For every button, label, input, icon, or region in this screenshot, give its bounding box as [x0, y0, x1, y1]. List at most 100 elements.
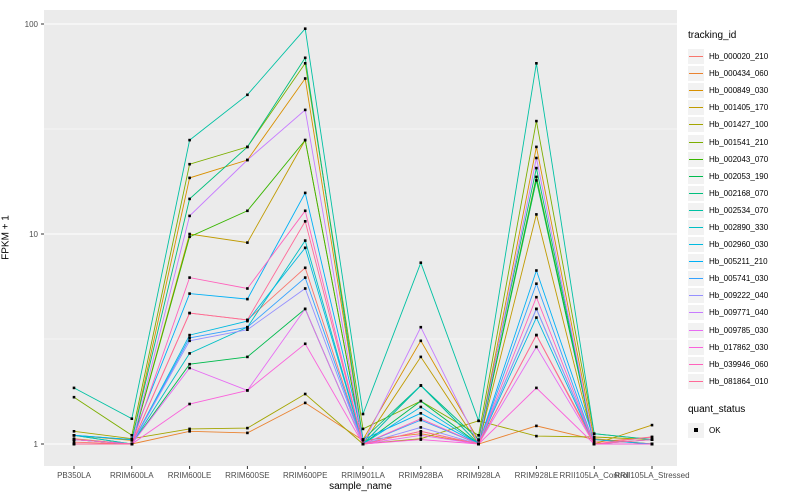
legend-color-line-icon: [689, 329, 703, 331]
data-point: [72, 438, 76, 441]
legend-key-swatch: [688, 339, 704, 355]
legend-item-Hb_000020_210: Hb_000020_210: [688, 48, 798, 65]
data-point: [535, 175, 538, 179]
legend-item-Hb_039946_060: Hb_039946_060: [688, 356, 798, 373]
data-point: [188, 138, 191, 142]
legend-key-swatch: [688, 322, 704, 338]
data-point: [246, 389, 249, 392]
legend-item-Hb_005211_210: Hb_005211_210: [688, 253, 798, 270]
x-tick-label: PB350LA: [57, 471, 91, 480]
data-point: [188, 366, 191, 370]
data-point: [303, 27, 307, 30]
data-point: [419, 384, 423, 387]
data-point: [188, 339, 191, 343]
y-tick-label: 100: [25, 20, 39, 29]
x-tick-label: RRIM600LA: [110, 471, 154, 480]
data-point: [361, 427, 365, 431]
legend-key-swatch: [688, 219, 704, 235]
legend-key-swatch: [688, 373, 704, 389]
legend-key-swatch: [688, 49, 704, 65]
legend-item-Hb_002043_070: Hb_002043_070: [688, 151, 798, 168]
legend-color-line-icon: [689, 192, 703, 194]
legend-color-line-icon: [689, 295, 703, 297]
legend-color-line-icon: [689, 175, 703, 177]
legend-key-swatch: [688, 134, 704, 150]
data-point: [303, 191, 307, 195]
data-point: [246, 297, 249, 301]
legend-item-Hb_000434_060: Hb_000434_060: [688, 65, 798, 82]
legend-label: Hb_005741_030: [709, 274, 769, 284]
data-point: [303, 401, 307, 405]
data-point: [303, 276, 307, 279]
data-point: [535, 333, 538, 337]
legend-items-tracking: Hb_000020_210 Hb_000434_060 Hb_000849_030 H…: [688, 48, 798, 390]
legend-label: Hb_002960_030: [709, 240, 769, 250]
data-point: [419, 412, 423, 415]
data-point: [303, 62, 307, 65]
data-point: [188, 333, 191, 337]
data-point: [130, 442, 134, 446]
legend-key-ok: [688, 422, 704, 438]
x-tick-label: RRII105LA_Control: [560, 471, 630, 480]
data-point: [130, 417, 134, 420]
legend-color-line-icon: [689, 158, 703, 160]
data-point: [419, 417, 423, 420]
legend-key-swatch: [688, 185, 704, 201]
data-point: [188, 176, 191, 180]
data-point: [535, 62, 538, 65]
data-point: [535, 424, 538, 428]
data-point: [303, 307, 307, 311]
data-point: [419, 430, 423, 433]
legend-title-quant-status: quant_status: [688, 403, 746, 415]
data-point: [419, 405, 423, 409]
data-point: [246, 325, 249, 329]
legend-label: Hb_001427_100: [709, 120, 769, 130]
data-point: [246, 426, 249, 430]
data-point: [650, 435, 654, 439]
data-point: [535, 156, 538, 160]
y-tick-label: 10: [29, 230, 38, 239]
legend-label: Hb_017862_030: [709, 342, 769, 352]
data-point: [303, 246, 307, 250]
legend-item-Hb_002890_330: Hb_002890_330: [688, 219, 798, 236]
legend-key-swatch: [688, 305, 704, 321]
data-point: [419, 418, 423, 422]
data-point: [303, 220, 307, 223]
data-point: [188, 232, 191, 236]
legend-label: Hb_009771_040: [709, 308, 769, 318]
data-point: [188, 311, 191, 315]
data-point: [246, 328, 249, 331]
data-point: [246, 287, 249, 290]
data-point: [246, 431, 249, 435]
legend-label: Hb_009785_030: [709, 325, 769, 335]
legend-label: Hb_000434_060: [709, 69, 769, 79]
data-point: [650, 423, 654, 427]
legend-item-Hb_005741_030: Hb_005741_030: [688, 270, 798, 287]
data-point: [535, 213, 538, 216]
data-point: [188, 430, 191, 433]
data-point: [303, 239, 307, 242]
data-point: [419, 438, 423, 441]
legend-label: Hb_002168_070: [709, 188, 769, 198]
data-point: [477, 419, 480, 423]
data-point: [650, 438, 654, 441]
data-point: [535, 166, 538, 170]
legend-key-swatch: [688, 237, 704, 253]
data-point: [477, 438, 480, 441]
data-point: [303, 77, 307, 80]
data-point: [361, 412, 365, 416]
legend-label: Hb_001541_210: [709, 137, 769, 147]
data-point: [535, 282, 538, 285]
legend-color-line-icon: [689, 90, 703, 92]
data-point: [188, 352, 191, 355]
legend-color-line-icon: [689, 124, 703, 126]
data-point: [188, 197, 191, 201]
data-point: [246, 318, 249, 322]
legend-color-line-icon: [689, 363, 703, 365]
legend-item-Hb_081864_010: Hb_081864_010: [688, 373, 798, 390]
data-point: [592, 440, 596, 444]
data-point: [246, 241, 249, 244]
data-point: [188, 276, 191, 279]
legend-title-tracking-id: tracking_id: [688, 30, 737, 41]
x-tick-label: RRIM600SE: [225, 471, 269, 480]
